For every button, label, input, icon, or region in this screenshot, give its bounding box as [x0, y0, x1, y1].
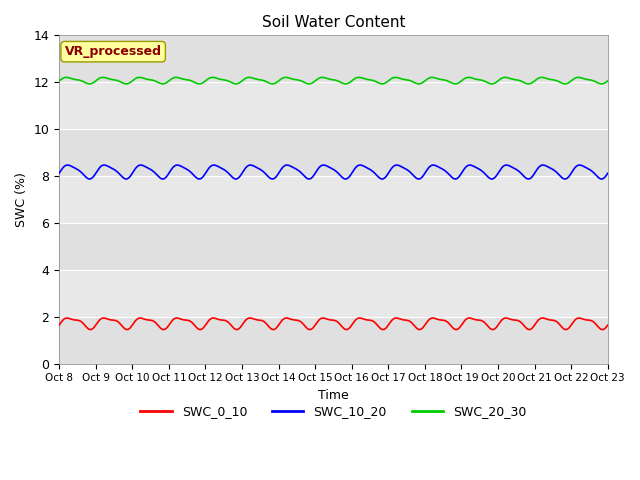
Line: SWC_10_20: SWC_10_20	[59, 165, 608, 179]
Title: Soil Water Content: Soil Water Content	[262, 15, 405, 30]
SWC_10_20	[384, 171, 392, 177]
SWC_20_30	[320, 75, 328, 81]
Legend: SWC_0_10, SWC_10_20, SWC_20_30: SWC_0_10, SWC_10_20, SWC_20_30	[136, 400, 531, 423]
SWC_10_20	[318, 163, 326, 168]
Bar	[59, 36, 608, 82]
Line: SWC_20_30: SWC_20_30	[59, 77, 608, 84]
SWC_20_30	[122, 81, 130, 87]
SWC_10_20	[321, 162, 329, 168]
SWC_10_20	[55, 170, 63, 176]
Bar	[59, 223, 608, 270]
SWC_20_30	[593, 79, 600, 85]
SWC_0_10	[160, 327, 168, 333]
SWC_20_30	[353, 75, 361, 81]
SWC_0_10	[321, 315, 329, 321]
SWC_20_30	[55, 78, 63, 84]
Text: VR_processed: VR_processed	[65, 45, 162, 58]
SWC_0_10	[319, 315, 327, 321]
SWC_0_10	[384, 323, 392, 329]
SWC_20_30	[538, 74, 545, 80]
Bar	[59, 82, 608, 129]
SWC_0_10	[604, 322, 612, 328]
SWC_20_30	[604, 78, 612, 84]
SWC_10_20	[246, 162, 254, 168]
SWC_10_20	[507, 164, 515, 169]
SWC_10_20	[269, 176, 276, 182]
SWC_0_10	[355, 315, 362, 321]
X-axis label: Time: Time	[318, 389, 349, 402]
SWC_0_10	[507, 316, 515, 322]
SWC_20_30	[383, 79, 390, 85]
Y-axis label: SWC (%): SWC (%)	[15, 172, 28, 227]
Bar	[59, 129, 608, 176]
SWC_10_20	[355, 163, 362, 168]
SWC_0_10	[593, 322, 600, 328]
SWC_0_10	[317, 316, 324, 322]
Bar	[59, 270, 608, 317]
Line: SWC_0_10: SWC_0_10	[59, 318, 608, 330]
Bar	[59, 176, 608, 223]
SWC_10_20	[593, 173, 600, 179]
SWC_0_10	[55, 322, 63, 328]
SWC_20_30	[506, 75, 514, 81]
SWC_20_30	[317, 75, 324, 81]
Bar	[59, 317, 608, 364]
SWC_10_20	[604, 170, 612, 176]
